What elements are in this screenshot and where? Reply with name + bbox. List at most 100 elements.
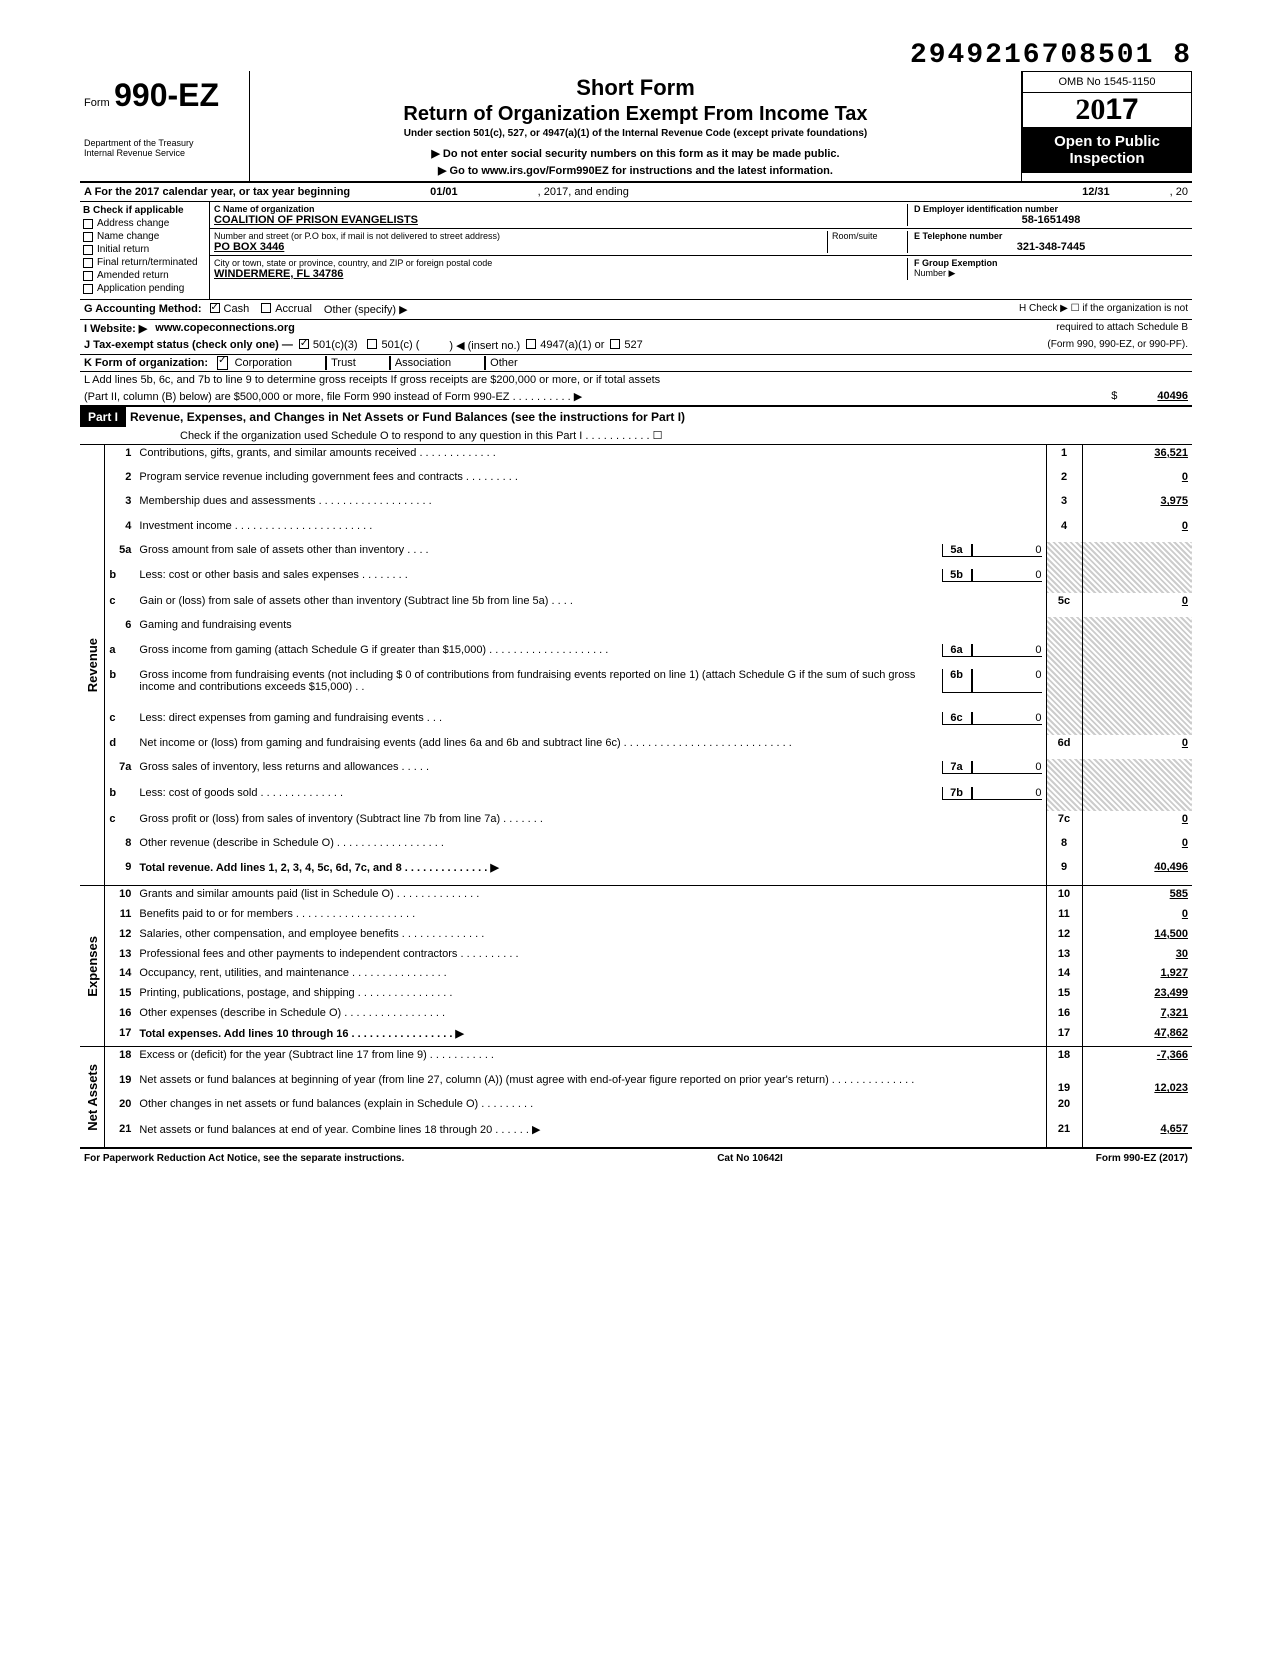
short-form-title: Short Form (258, 75, 1013, 101)
line-13-desc: Professional fees and other payments to … (135, 946, 1046, 966)
line-15-box: 15 (1046, 985, 1082, 1005)
street-address: PO BOX 3446 (214, 241, 827, 253)
line-20-amt (1082, 1096, 1192, 1121)
line-7b-desc: Less: cost of goods sold . . . . . . . .… (139, 787, 941, 800)
open-to-public-2: Inspection (1026, 150, 1188, 167)
chk-other-org[interactable] (484, 356, 486, 370)
line-6a-desc: Gross income from gaming (attach Schedul… (139, 644, 941, 657)
chk-name-change[interactable] (83, 232, 93, 242)
line-21-amt: 4,657 (1082, 1121, 1192, 1147)
j-501c: 501(c) ( (381, 339, 419, 352)
b-item-2: Initial return (97, 244, 149, 255)
line-17-box: 17 (1046, 1025, 1082, 1046)
chk-application-pending[interactable] (83, 284, 93, 294)
line-2-amt: 0 (1082, 469, 1192, 493)
chk-address-change[interactable] (83, 219, 93, 229)
expenses-table: 10Grants and similar amounts paid (list … (105, 886, 1192, 1046)
line-19-desc: Net assets or fund balances at beginning… (135, 1072, 1046, 1097)
do-not-enter-ssn: ▶ Do not enter social security numbers o… (258, 147, 1013, 160)
c-addr-label: Number and street (or P.O box, if mail i… (214, 231, 827, 241)
website-value: www.copeconnections.org (155, 322, 295, 335)
chk-4947[interactable] (526, 339, 536, 349)
g-accrual-label: Accrual (275, 303, 312, 316)
chk-association[interactable] (389, 356, 391, 370)
line-7b-ibox: 7b (942, 787, 972, 800)
line-9-amt: 40,496 (1082, 859, 1192, 885)
chk-corporation[interactable] (217, 356, 227, 370)
g-other-label: Other (specify) ▶ (324, 303, 408, 316)
line-6a-iamt: 0 (972, 644, 1042, 657)
dept-irs: Internal Revenue Service (84, 148, 245, 158)
line-13-amt: 30 (1082, 946, 1192, 966)
chk-initial-return[interactable] (83, 245, 93, 255)
chk-accrual[interactable] (261, 303, 271, 313)
line-12-box: 12 (1046, 926, 1082, 946)
row-a-begin-date: 01/01 (430, 186, 458, 198)
line-8-box: 8 (1046, 835, 1082, 859)
row-a-mid: , 2017, and ending (538, 186, 629, 198)
footer-paperwork-notice: For Paperwork Reduction Act Notice, see … (84, 1153, 404, 1164)
chk-501c3[interactable] (299, 339, 309, 349)
return-title: Return of Organization Exempt From Incom… (258, 103, 1013, 126)
room-suite-label: Room/suite (832, 231, 907, 241)
h-check-label: H Check ▶ ☐ if the organization is not (1019, 303, 1188, 316)
line-20-box: 20 (1046, 1096, 1082, 1121)
line-1-amt: 36,521 (1082, 445, 1192, 469)
h-label3: (Form 990, 990-EZ, or 990-PF). (1047, 339, 1188, 352)
chk-final-return[interactable] (83, 258, 93, 268)
line-8-desc: Other revenue (describe in Schedule O) .… (135, 835, 1046, 859)
org-name: COALITION OF PRISON EVANGELISTS (214, 214, 907, 226)
line-7c-desc: Gross profit or (loss) from sales of inv… (135, 811, 1046, 835)
line-18-desc: Excess or (deficit) for the year (Subtra… (135, 1047, 1046, 1072)
line-14-box: 14 (1046, 965, 1082, 985)
d-ein-label: D Employer identification number (914, 204, 1188, 214)
city-state-zip: WINDERMERE, FL 34786 (214, 268, 907, 280)
line-10-desc: Grants and similar amounts paid (list in… (135, 886, 1046, 906)
j-527: 527 (624, 339, 642, 352)
line-11-box: 11 (1046, 906, 1082, 926)
part1-title: Revenue, Expenses, and Changes in Net As… (126, 407, 689, 427)
dept-treasury: Department of the Treasury (84, 114, 245, 148)
line-9-desc: Total revenue. Add lines 1, 2, 3, 4, 5c,… (135, 859, 1046, 885)
chk-amended-return[interactable] (83, 271, 93, 281)
line-5b-ibox: 5b (942, 569, 972, 582)
line-2-desc: Program service revenue including govern… (135, 469, 1046, 493)
k-form-org-label: K Form of organization: (84, 357, 208, 369)
chk-501c[interactable] (367, 339, 377, 349)
line-16-desc: Other expenses (describe in Schedule O) … (135, 1005, 1046, 1025)
line-8-amt: 0 (1082, 835, 1192, 859)
j-insert: ) ◀ (insert no.) (449, 339, 520, 352)
line-14-desc: Occupancy, rent, utilities, and maintena… (135, 965, 1046, 985)
tax-year: 2017 (1022, 92, 1192, 127)
footer-form-version: Form 990-EZ (2017) (1096, 1153, 1188, 1164)
line-21-desc: Net assets or fund balances at end of ye… (135, 1121, 1046, 1147)
b-item-5: Application pending (97, 283, 184, 294)
line-10-amt: 585 (1082, 886, 1192, 906)
line-16-box: 16 (1046, 1005, 1082, 1025)
line-6b-desc: Gross income from fundraising events (no… (139, 669, 941, 693)
side-revenue-label: Revenue (85, 638, 100, 692)
form-number: 990-EZ (114, 77, 219, 113)
form-prefix: Form (84, 97, 110, 109)
line-4-desc: Investment income . . . . . . . . . . . … (135, 518, 1046, 542)
line-17-desc: Total expenses. Add lines 10 through 16 … (135, 1025, 1046, 1046)
chk-527[interactable] (610, 339, 620, 349)
chk-trust[interactable] (325, 356, 327, 370)
line-6-desc: Gaming and fundraising events (135, 617, 1046, 641)
line-4-box: 4 (1046, 518, 1082, 542)
line-7b-iamt: 0 (972, 787, 1042, 800)
footer-cat-no: Cat No 10642I (717, 1153, 783, 1164)
line-13-box: 13 (1046, 946, 1082, 966)
row-a-end-month: 12/31 (1082, 186, 1110, 198)
chk-cash[interactable] (210, 303, 220, 313)
open-to-public-1: Open to Public (1026, 133, 1188, 150)
row-a-end: , 20 (1170, 186, 1188, 198)
phone-value: 321-348-7445 (914, 241, 1188, 253)
l-text-1: L Add lines 5b, 6c, and 7b to line 9 to … (80, 372, 1192, 388)
omb-number: OMB No 1545-1150 (1022, 71, 1192, 92)
line-5c-box: 5c (1046, 593, 1082, 617)
l-text-2: (Part II, column (B) below) are $500,000… (84, 390, 582, 403)
year-prefix: 20 (1075, 93, 1105, 126)
line-21-box: 21 (1046, 1121, 1082, 1147)
line-15-desc: Printing, publications, postage, and shi… (135, 985, 1046, 1005)
